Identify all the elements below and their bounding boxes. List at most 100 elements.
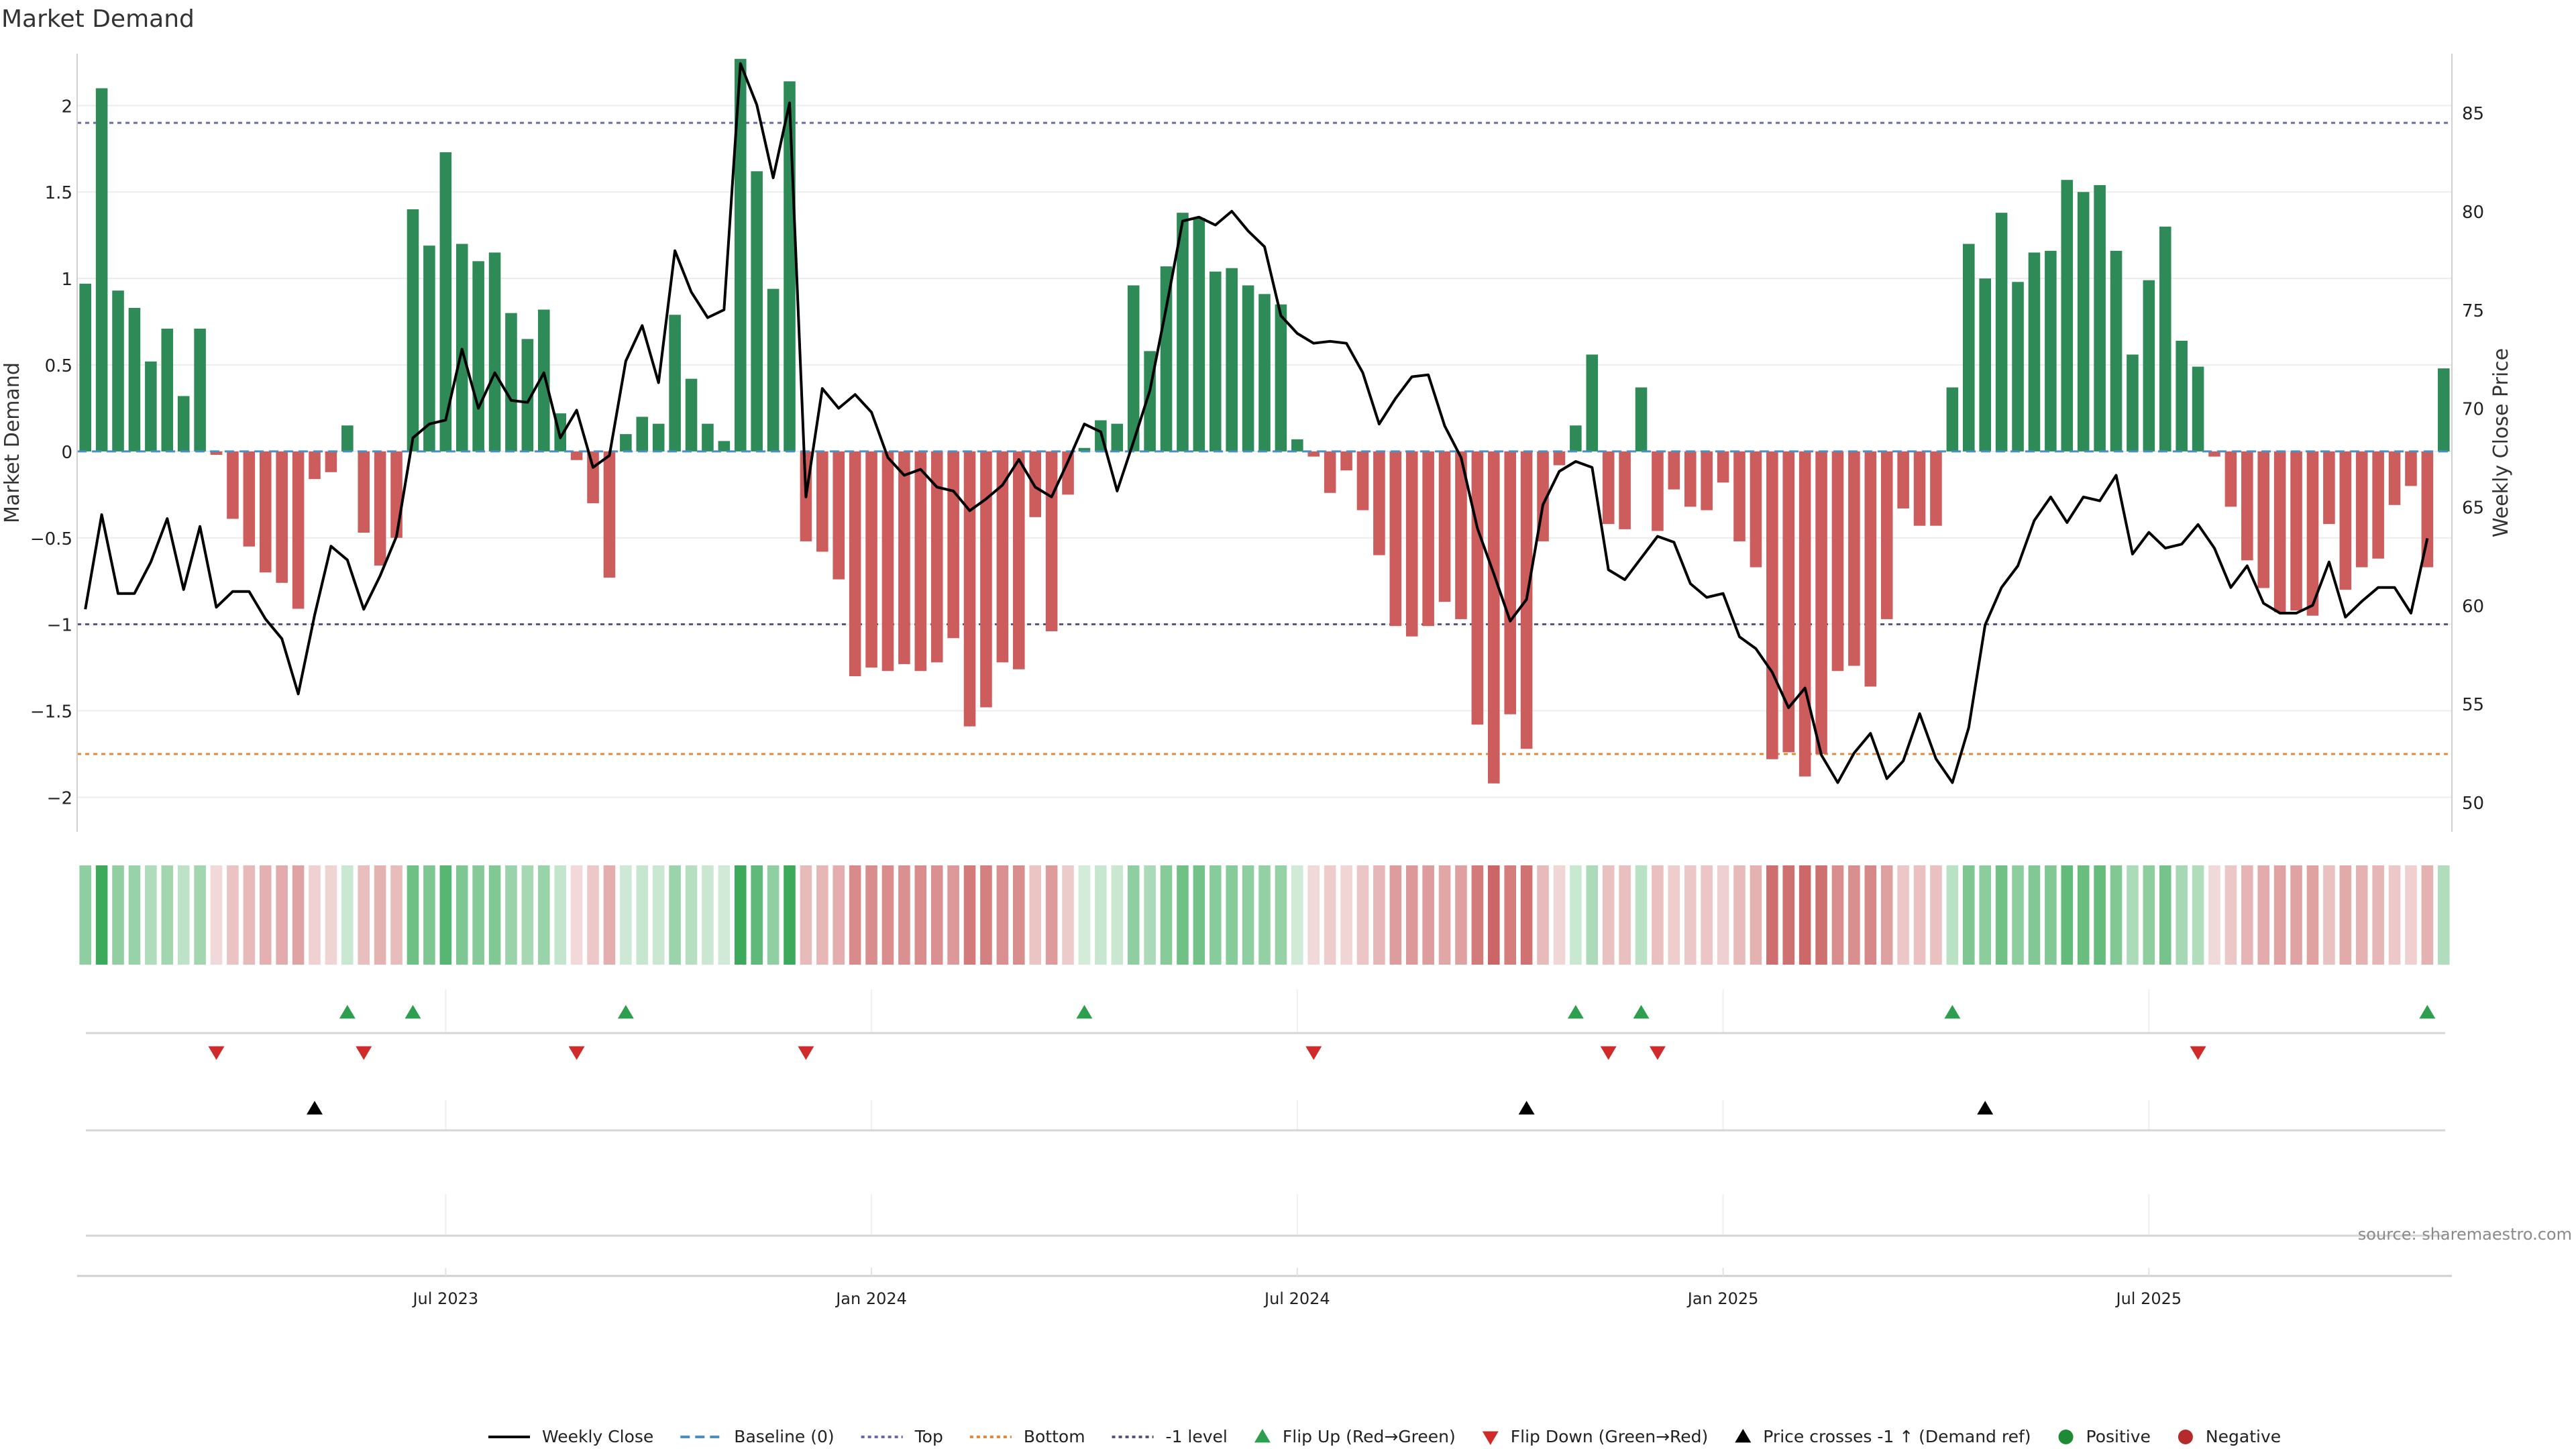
heat-cell: [2372, 865, 2384, 965]
demand-bar: [702, 423, 714, 451]
x-tick-label: Jan 2024: [835, 1289, 907, 1308]
demand-bar: [816, 451, 828, 552]
demand-bar: [1389, 451, 1402, 627]
heat-cell: [1782, 865, 1795, 965]
heat-cell: [718, 865, 731, 965]
demand-bar: [1029, 451, 1041, 517]
right-tick-label: 50: [2462, 794, 2484, 814]
x-tick-label: Jul 2023: [411, 1289, 478, 1308]
heat-cell: [1930, 865, 1942, 965]
heat-cell: [1488, 865, 1500, 965]
demand-bar: [2241, 451, 2253, 561]
heat-cell: [1013, 865, 1025, 965]
demand-bar: [2405, 451, 2417, 486]
demand-bar: [652, 423, 665, 451]
demand-bar: [325, 451, 337, 472]
flip-up-marker: [617, 1005, 634, 1019]
legend-item: Price crosses -1 ↑ (Demand ref): [1735, 1427, 2031, 1446]
heat-cell: [996, 865, 1009, 965]
heat-cell: [1701, 865, 1713, 965]
demand-bar: [2224, 451, 2237, 507]
heat-cell: [1799, 865, 1811, 965]
demand-bar: [1635, 387, 1648, 451]
price-cross-marker: [1518, 1101, 1535, 1115]
demand-bar: [1586, 354, 1599, 451]
heat-cell: [325, 865, 337, 965]
legend-label: -1 level: [1166, 1427, 1228, 1446]
heat-cell: [1652, 865, 1664, 965]
heat-cell: [914, 865, 927, 965]
flip-down-marker: [1649, 1046, 1666, 1060]
right-tick-label: 75: [2462, 301, 2484, 321]
heat-cell: [1848, 865, 1860, 965]
demand-bar: [358, 451, 370, 533]
heat-cell: [2192, 865, 2204, 965]
heat-cell: [1570, 865, 1582, 965]
heat-cell: [603, 865, 616, 965]
right-tick-label: 70: [2462, 400, 2484, 420]
demand-bar: [1995, 213, 2008, 451]
heat-cell: [2339, 865, 2352, 965]
demand-bar: [259, 451, 272, 573]
heat-cell: [2012, 865, 2024, 965]
heat-cell: [1880, 865, 1893, 965]
heat-cell: [1831, 865, 1844, 965]
demand-bar: [1242, 285, 1254, 451]
heat-cell: [177, 865, 190, 965]
demand-bar: [2045, 250, 2057, 451]
demand-bar: [276, 451, 288, 583]
heat-cell: [1979, 865, 1991, 965]
heat-cell: [2421, 865, 2434, 965]
left-tick-label: −0.5: [30, 529, 72, 549]
demand-bar: [718, 441, 731, 451]
demand-bar: [996, 451, 1009, 663]
demand-bar: [1226, 268, 1238, 451]
flip-down-marker: [208, 1046, 225, 1060]
demand-bar: [1471, 451, 1484, 725]
demand-bar: [1193, 217, 1205, 451]
legend-item: Negative: [2178, 1427, 2281, 1446]
heat-cell: [521, 865, 534, 965]
heat-cell: [767, 865, 780, 965]
heat-cell: [1045, 865, 1058, 965]
demand-bar: [1488, 451, 1500, 784]
demand-bar: [751, 171, 763, 451]
left-tick-label: 0: [61, 443, 72, 463]
heat-cell: [1373, 865, 1385, 965]
heat-cell: [472, 865, 484, 965]
demand-bar: [407, 209, 419, 451]
demand-bar: [1831, 451, 1844, 672]
demand-bar: [1864, 451, 1877, 687]
heat-cell: [947, 865, 959, 965]
legend-item: Baseline (0): [680, 1427, 835, 1446]
heat-cell: [1226, 865, 1238, 965]
heat-cell: [1635, 865, 1648, 965]
heat-cell: [1258, 865, 1271, 965]
demand-bar: [1701, 451, 1713, 511]
x-tick-label: Jul 2024: [1263, 1289, 1330, 1308]
heat-cell: [1553, 865, 1566, 965]
heat-cell: [702, 865, 714, 965]
demand-bar: [1455, 451, 1467, 619]
demand-bar: [1504, 451, 1516, 714]
demand-bar: [849, 451, 861, 676]
heat-cell: [2323, 865, 2335, 965]
heat-cell: [1963, 865, 1975, 965]
x-tick-label: Jul 2025: [2115, 1289, 2182, 1308]
demand-bar: [1979, 278, 1991, 451]
signal-markers: [86, 989, 2445, 1237]
heat-cell: [309, 865, 321, 965]
heat-cell: [1209, 865, 1222, 965]
flip-down-marker: [798, 1046, 814, 1060]
flip-down-marker: [1305, 1046, 1322, 1060]
demand-bar: [2127, 354, 2139, 451]
heat-cell: [751, 865, 763, 965]
demand-bar: [439, 152, 452, 451]
demand-bar: [1766, 451, 1778, 759]
demand-bar: [1127, 285, 1140, 451]
flip-up-marker: [1076, 1005, 1093, 1019]
heat-cell: [2355, 865, 2368, 965]
heat-cell: [161, 865, 174, 965]
demand-bar: [1913, 451, 1926, 526]
